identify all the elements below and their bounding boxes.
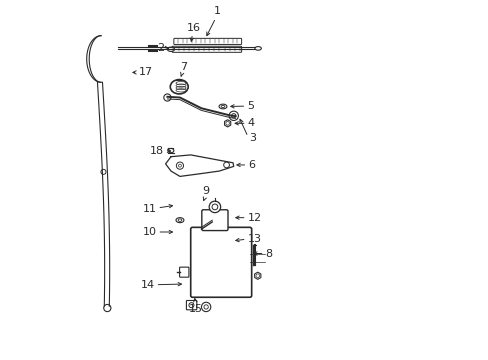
Text: 1: 1 (214, 6, 221, 16)
Circle shape (231, 114, 235, 118)
Text: 15: 15 (189, 304, 203, 314)
Text: 16: 16 (186, 23, 200, 33)
Circle shape (101, 169, 106, 174)
FancyBboxPatch shape (179, 267, 188, 277)
Text: 13: 13 (247, 234, 261, 244)
Polygon shape (224, 120, 230, 127)
Circle shape (225, 122, 229, 125)
Text: 4: 4 (247, 118, 254, 128)
Text: 18: 18 (149, 145, 163, 156)
Ellipse shape (170, 80, 188, 94)
Polygon shape (254, 272, 260, 279)
Circle shape (178, 164, 181, 167)
FancyBboxPatch shape (186, 301, 196, 310)
Circle shape (255, 274, 259, 278)
Circle shape (103, 305, 111, 312)
Ellipse shape (167, 47, 174, 51)
FancyBboxPatch shape (190, 227, 251, 297)
Text: 7: 7 (180, 62, 187, 72)
Text: 8: 8 (265, 248, 272, 258)
Circle shape (228, 111, 238, 121)
Circle shape (223, 162, 229, 168)
Text: 12: 12 (247, 213, 261, 222)
Text: 2: 2 (157, 43, 164, 53)
Text: 5: 5 (247, 101, 254, 111)
Text: 14: 14 (141, 280, 155, 290)
FancyBboxPatch shape (202, 210, 227, 230)
Ellipse shape (176, 218, 183, 223)
Circle shape (176, 162, 183, 169)
Circle shape (209, 201, 220, 213)
Ellipse shape (178, 219, 182, 221)
Text: 11: 11 (142, 204, 156, 214)
Ellipse shape (219, 104, 226, 109)
Text: 3: 3 (248, 133, 255, 143)
Text: 17: 17 (139, 67, 153, 77)
Text: 9: 9 (202, 186, 209, 196)
Circle shape (163, 94, 171, 101)
Circle shape (212, 204, 217, 210)
Circle shape (201, 302, 210, 312)
Text: 6: 6 (247, 160, 255, 170)
Ellipse shape (168, 148, 174, 153)
Ellipse shape (221, 105, 224, 108)
Circle shape (188, 303, 194, 308)
Ellipse shape (254, 46, 261, 50)
Text: 10: 10 (142, 227, 156, 237)
Circle shape (203, 305, 208, 309)
